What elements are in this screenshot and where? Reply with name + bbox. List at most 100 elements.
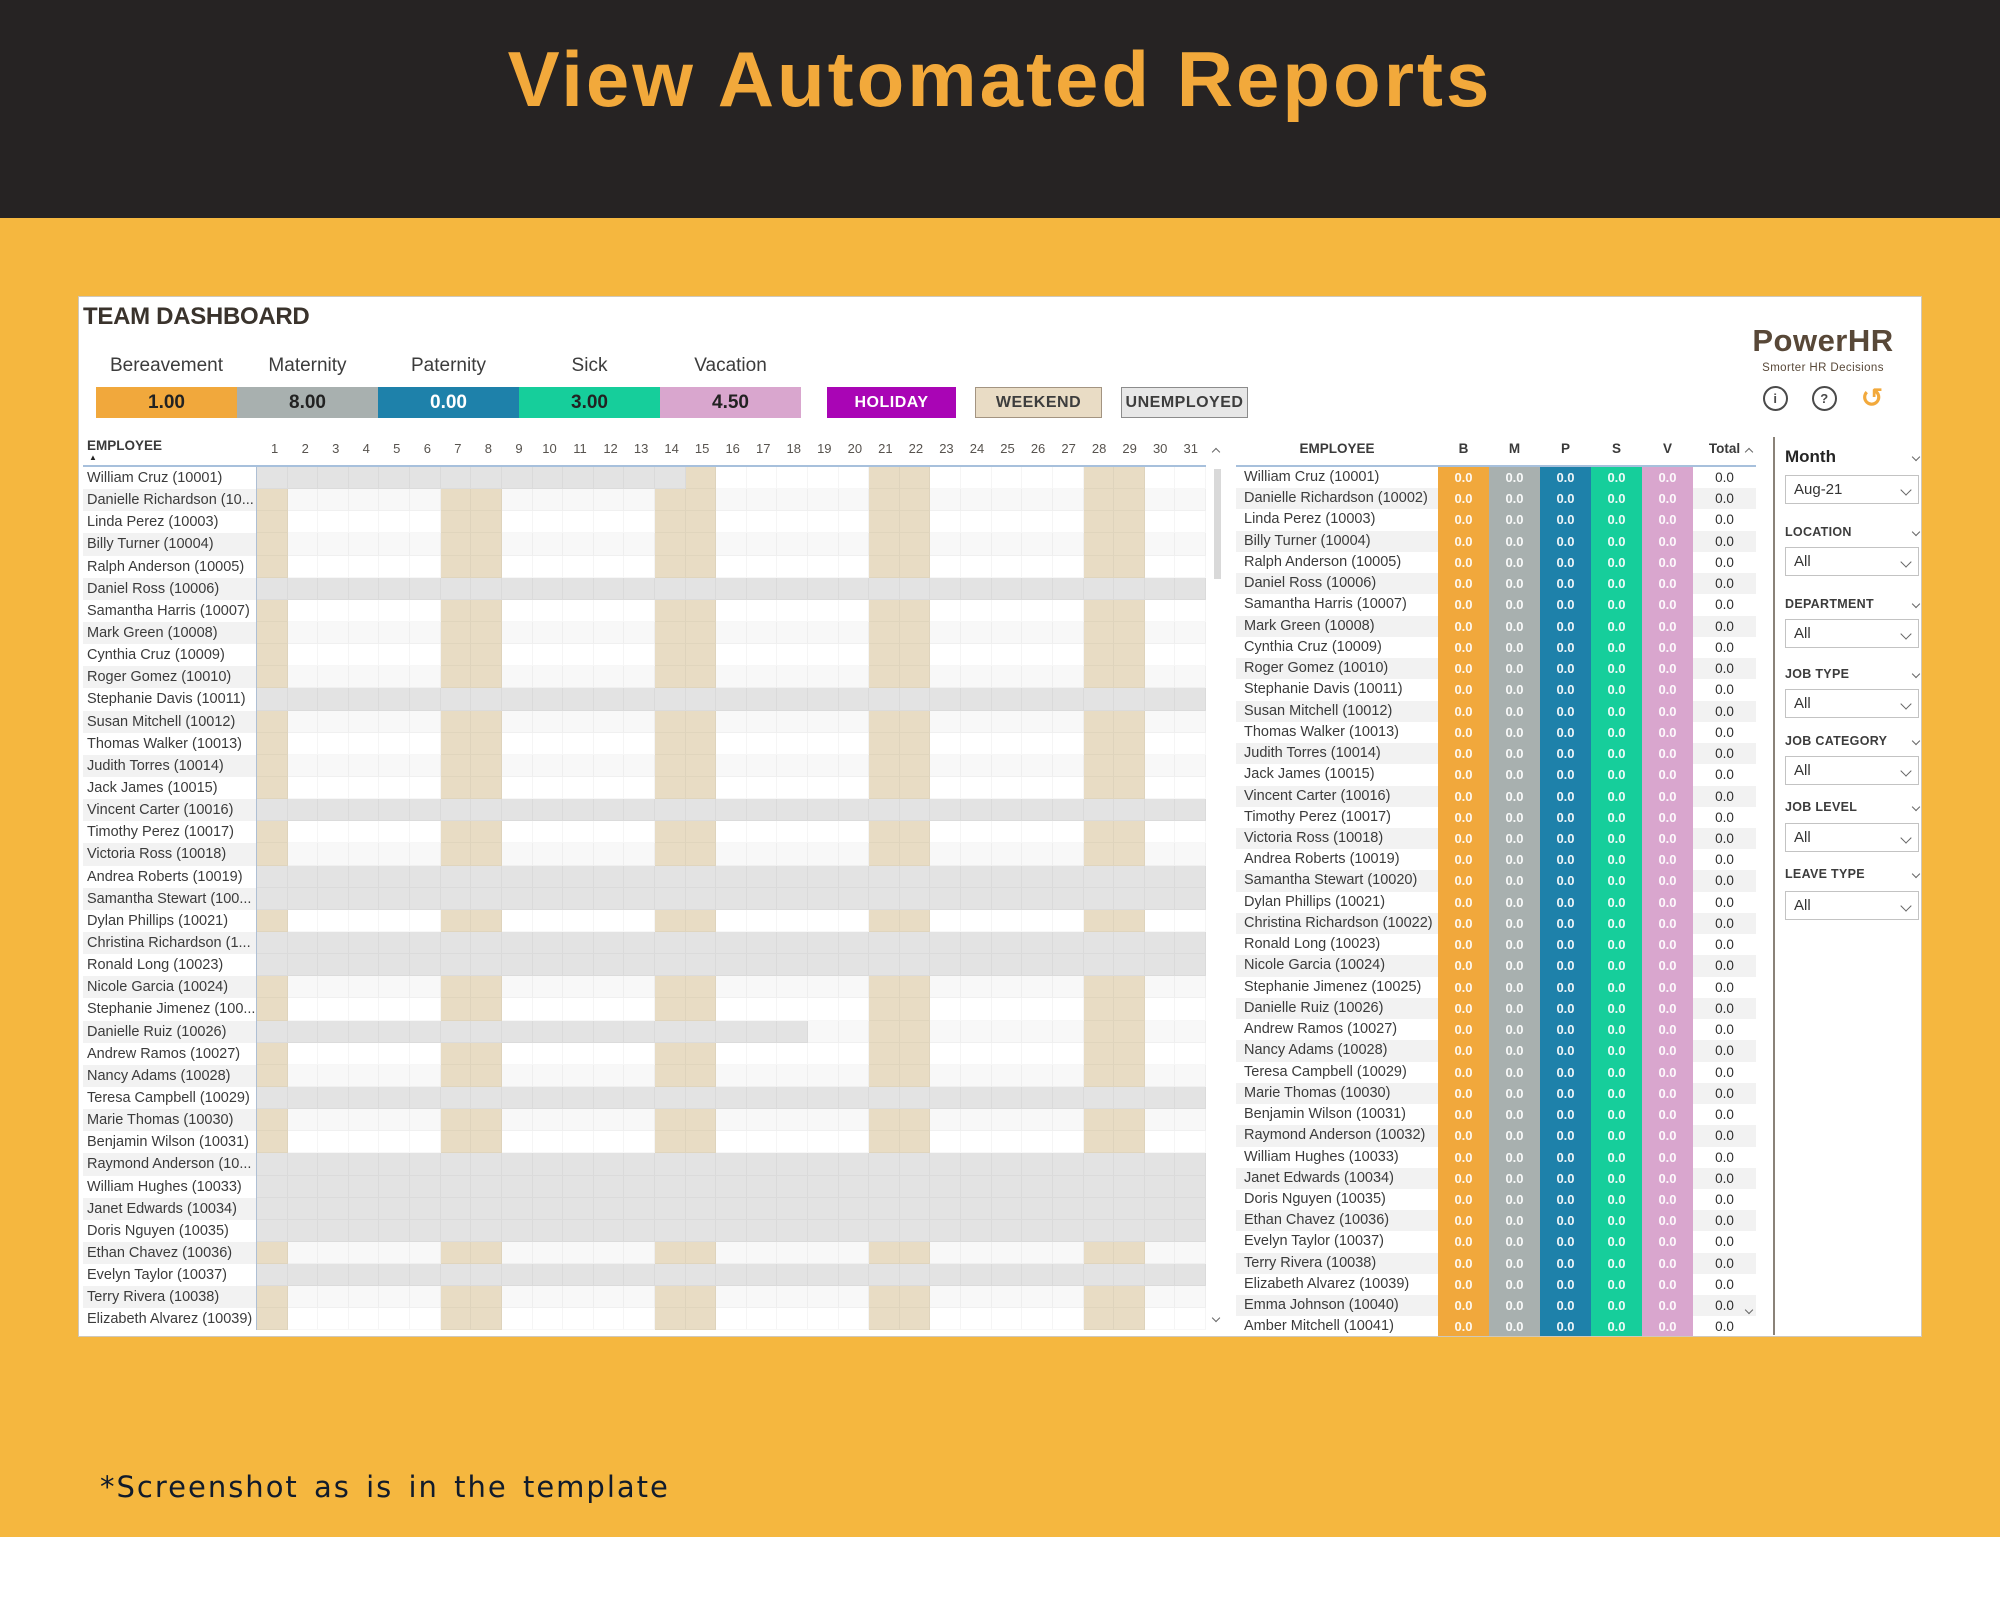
calendar-employee-name[interactable]: Thomas Walker (10013) [87,735,242,752]
day-cell[interactable] [563,1109,594,1132]
day-cell[interactable] [1175,489,1206,512]
day-cell[interactable] [287,998,319,1021]
day-cell[interactable] [654,1241,686,1265]
day-cell[interactable] [899,843,931,866]
calendar-employee-name[interactable]: Raymond Anderson (10... [83,1153,256,1176]
day-cell[interactable] [1114,754,1145,777]
day-cell[interactable] [838,577,870,600]
day-cell[interactable] [257,1064,288,1087]
day-cell[interactable] [685,821,717,844]
day-cell[interactable] [624,865,655,888]
day-cell[interactable] [410,1042,441,1065]
day-cell[interactable] [899,1219,931,1242]
day-cell[interactable] [1114,511,1145,534]
day-cell[interactable] [1114,688,1145,711]
day-cell[interactable] [808,887,839,910]
day-cell[interactable] [532,976,564,999]
day-cell[interactable] [410,710,441,733]
day-cell[interactable] [379,954,411,977]
summary-employee-name[interactable]: Benjamin Wilson (10031) [1244,1106,1406,1123]
day-cell[interactable] [440,710,472,733]
day-cell[interactable] [1114,843,1145,866]
calendar-employee-name[interactable]: Nancy Adams (10028) [83,1064,256,1087]
day-cell[interactable] [501,644,533,667]
summary-employee-name[interactable]: Doris Nguyen (10035) [1244,1190,1386,1207]
day-cell[interactable] [410,954,441,977]
day-cell[interactable] [654,599,686,622]
day-cell[interactable] [1114,776,1145,800]
day-cell[interactable] [1022,865,1053,888]
day-cell[interactable] [1083,1042,1115,1065]
day-cell[interactable] [318,621,349,645]
day-cell[interactable] [440,577,472,600]
day-cell[interactable] [501,821,533,844]
day-cell[interactable] [1175,1042,1206,1065]
day-cell[interactable] [808,666,839,689]
day-cell[interactable] [287,799,319,822]
day-cell[interactable] [348,688,380,711]
day-cell[interactable] [257,1175,288,1198]
day-cell[interactable] [593,776,625,800]
day-cell[interactable] [716,931,747,955]
day-cell[interactable] [654,1264,686,1287]
day-cell[interactable] [257,865,288,888]
day-cell[interactable] [593,976,625,999]
day-cell[interactable] [563,1064,594,1087]
day-cell[interactable] [1114,1064,1145,1087]
day-cell[interactable] [1175,1241,1206,1265]
day-cell[interactable] [746,954,778,977]
day-cell[interactable] [1114,821,1145,844]
day-cell[interactable] [532,1308,564,1331]
help-icon[interactable]: ? [1811,386,1837,411]
day-cell[interactable] [1144,1064,1176,1087]
day-cell[interactable] [440,489,472,512]
day-cell[interactable] [746,821,778,844]
day-cell[interactable] [471,489,502,512]
day-cell[interactable] [1144,555,1176,578]
day-cell[interactable] [532,644,564,667]
day-cell[interactable] [410,533,441,556]
day-cell[interactable] [1052,710,1084,733]
day-cell[interactable] [1083,489,1115,512]
day-cell[interactable] [318,533,349,556]
day-cell[interactable] [869,931,900,955]
day-cell[interactable] [961,1131,992,1154]
day-cell[interactable] [410,688,441,711]
day-cell[interactable] [379,821,411,844]
calendar-employee-name[interactable]: Samantha Harris (10007) [87,602,250,619]
day-cell[interactable] [808,489,839,512]
undo-icon[interactable]: ↺ [1860,383,1884,413]
day-cell[interactable] [1083,931,1115,955]
day-cell[interactable] [746,533,778,556]
day-cell[interactable] [930,621,962,645]
day-cell[interactable] [961,489,992,512]
day-cell[interactable] [501,865,533,888]
day-cell[interactable] [1114,976,1145,999]
day-cell[interactable] [777,1241,809,1265]
day-cell[interactable] [991,1020,1023,1043]
day-cell[interactable] [1083,998,1115,1021]
day-cell[interactable] [1052,732,1084,755]
day-cell[interactable] [716,599,747,622]
day-cell[interactable] [379,599,411,622]
summary-employee-name[interactable]: Jack James (10015) [1244,766,1375,783]
day-cell[interactable] [318,1264,349,1287]
day-cell[interactable] [440,1020,472,1043]
day-cell[interactable] [899,555,931,578]
day-cell[interactable] [1144,754,1176,777]
summary-employee-name[interactable]: Andrew Ramos (10027) [1244,1021,1398,1038]
day-cell[interactable] [838,909,870,932]
day-cell[interactable] [777,644,809,667]
day-cell[interactable] [899,1109,931,1132]
day-cell[interactable] [991,1131,1023,1154]
day-cell[interactable] [593,555,625,578]
day-cell[interactable] [440,732,472,755]
day-cell[interactable] [869,555,900,578]
day-cell[interactable] [930,887,962,910]
day-cell[interactable] [501,843,533,866]
day-cell[interactable] [257,776,288,800]
day-cell[interactable] [808,1020,839,1043]
day-cell[interactable] [624,998,655,1021]
day-cell[interactable] [1114,599,1145,622]
day-cell[interactable] [930,1086,962,1110]
